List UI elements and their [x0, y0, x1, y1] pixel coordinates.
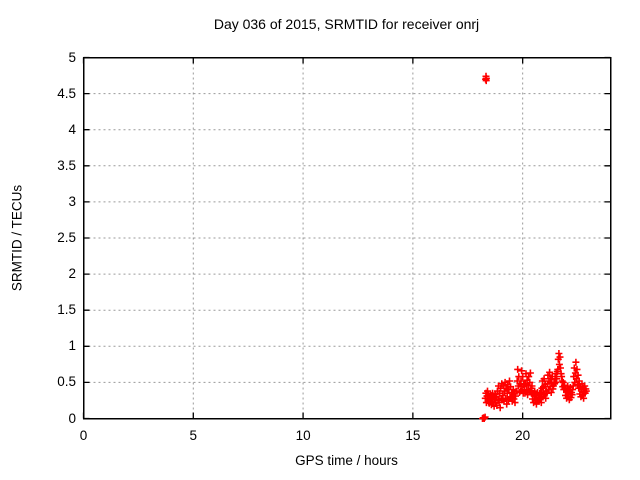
y-tick-label: 4.5	[57, 85, 76, 101]
y-tick-label: 3	[68, 193, 76, 209]
data-points	[479, 72, 590, 422]
gridlines	[83, 57, 611, 419]
y-tick-label: 5	[68, 49, 76, 65]
y-tick-label: 4	[68, 121, 76, 137]
x-tick-label: 5	[189, 428, 198, 443]
x-tick-label: 10	[295, 428, 311, 443]
tick-marks	[82, 56, 611, 420]
plot-border	[82, 56, 612, 420]
grid-line	[83, 57, 611, 419]
y-tick-label: 2.5	[57, 230, 76, 245]
tick-mark	[82, 56, 611, 420]
x-tick-label: 0	[79, 428, 88, 443]
y-tick-label: 2	[68, 266, 76, 282]
chart-title: Day 036 of 2015, SRMTID for receiver onr…	[213, 16, 480, 32]
y-tick-label: 0.5	[57, 374, 76, 390]
y-tick-label: 0	[68, 410, 76, 426]
x-tick-label: 15	[405, 428, 421, 443]
x-tick-label: 20	[515, 428, 531, 443]
y-tick-label: 3.5	[57, 157, 76, 173]
y-tick-label: 1	[68, 338, 76, 354]
y-tick-label: 1.5	[57, 302, 76, 318]
x-axis-label: GPS time / hours	[295, 453, 398, 468]
